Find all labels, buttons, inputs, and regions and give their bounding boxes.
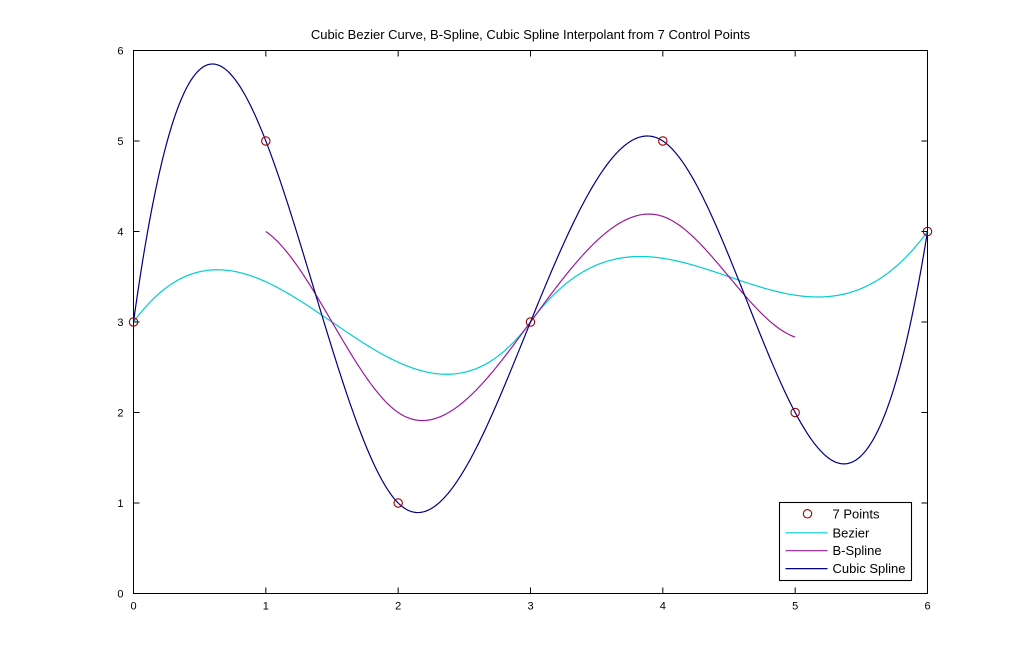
- svg-text:7 Points: 7 Points: [833, 506, 880, 521]
- svg-text:2: 2: [395, 601, 401, 613]
- svg-text:Bezier: Bezier: [833, 525, 871, 540]
- svg-text:2: 2: [117, 408, 123, 420]
- svg-text:5: 5: [792, 601, 798, 613]
- svg-text:3: 3: [527, 601, 533, 613]
- svg-text:Cubic Spline: Cubic Spline: [833, 561, 906, 576]
- svg-text:1: 1: [263, 601, 269, 613]
- svg-text:B-Spline: B-Spline: [833, 543, 882, 558]
- svg-text:6: 6: [924, 601, 930, 613]
- svg-text:6: 6: [117, 46, 123, 58]
- svg-text:3: 3: [117, 317, 123, 329]
- svg-text:1: 1: [117, 498, 123, 510]
- svg-text:4: 4: [660, 601, 666, 613]
- svg-text:4: 4: [117, 227, 123, 239]
- svg-text:0: 0: [130, 601, 136, 613]
- svg-text:5: 5: [117, 136, 123, 148]
- svg-text:0: 0: [117, 589, 123, 601]
